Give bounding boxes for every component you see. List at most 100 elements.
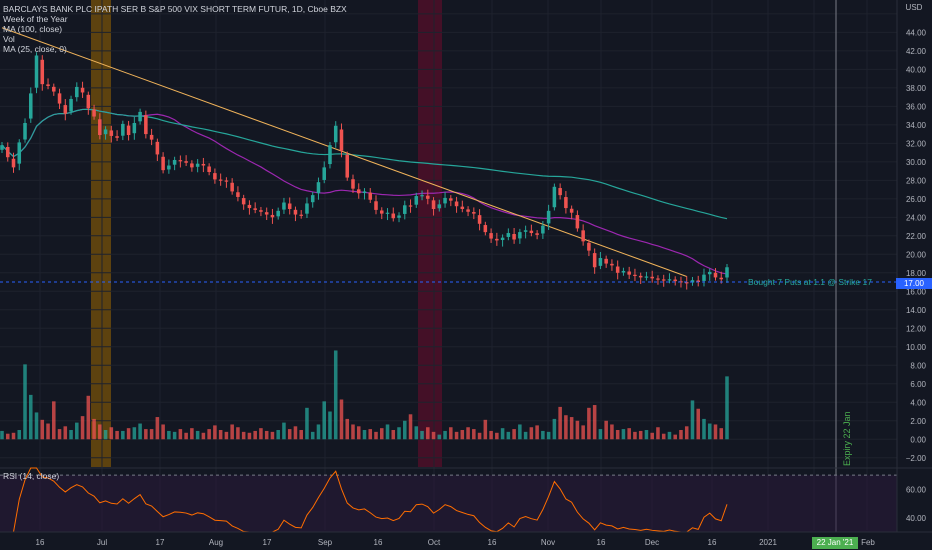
volume-bar [615, 430, 620, 440]
volume-bar [679, 430, 683, 440]
volume-bar [558, 406, 562, 440]
candle-body [483, 225, 488, 233]
volume-bar [17, 430, 22, 440]
legend-week-of-year[interactable]: Week of the Year [3, 14, 68, 24]
volume-bar [512, 429, 516, 440]
legend-ma100[interactable]: MA (100, close) [3, 24, 63, 34]
volume-bars [0, 350, 729, 440]
time-tick-label: Feb [861, 538, 875, 547]
legend-vol[interactable]: Vol [3, 34, 15, 44]
volume-bar [276, 430, 280, 440]
candle-body [172, 159, 177, 165]
volume-bar [638, 430, 643, 440]
price-tick-label: 22.00 [906, 232, 927, 241]
legend-title[interactable]: BARCLAYS BANK PLC IPATH SER B S&P 500 VI… [3, 4, 347, 14]
legend-ma25[interactable]: MA (25, close, 0) [3, 44, 67, 54]
candle-body [604, 258, 608, 264]
volume-bar [86, 395, 91, 440]
time-axis[interactable]: 16 Jul 17 Aug 17 Sep 16 Oct 16 Nov 16 Dec 16 2021 Feb [0, 531, 932, 547]
candle-body [564, 197, 568, 209]
candle-body [264, 212, 269, 215]
candle-body [46, 84, 50, 87]
volume-bar [230, 424, 234, 440]
candle-body [426, 195, 430, 199]
candle-body [75, 86, 79, 98]
candle-body [126, 125, 131, 136]
volume-bar [138, 423, 142, 440]
volume-bar [287, 429, 292, 440]
candles [0, 52, 729, 290]
volume-bar [391, 430, 396, 440]
candle-body [57, 93, 62, 104]
volume-bar [460, 430, 465, 440]
candle-body [725, 267, 729, 278]
candle-body [224, 180, 229, 182]
volume-bar [604, 420, 608, 440]
candle-body [379, 210, 384, 214]
volume-bar [443, 430, 447, 440]
volume-bar [552, 418, 557, 440]
trade-annotation: Bought 7 Puts at 1.1 @ Strike 17 [748, 277, 872, 287]
candle-body [443, 197, 447, 204]
trendline [1, 27, 687, 277]
candle-body [310, 195, 315, 203]
candle-body [121, 123, 125, 136]
volume-bar [696, 408, 700, 440]
candle-body [437, 204, 442, 209]
candle-body [322, 167, 326, 180]
volume-bar [167, 430, 171, 440]
volume-bar [684, 426, 689, 440]
price-tick-label: −2.00 [906, 454, 927, 463]
rsi-legend[interactable]: RSI (14, close) [3, 471, 60, 481]
candle-body [351, 179, 355, 189]
candle-body [213, 173, 217, 180]
price-axis[interactable]: USD 44.00 42.00 40.00 38.00 36.00 34.00 32.00 30… [896, 0, 927, 532]
volume-bar [466, 427, 470, 440]
rsi-tick-label: 60.00 [906, 485, 927, 494]
price-tick-label: 8.00 [910, 361, 926, 370]
trendline-segment [1, 27, 687, 277]
price-tick-label: 38.00 [906, 84, 927, 93]
volume-bar [259, 428, 263, 440]
time-tick-label: Nov [541, 538, 555, 547]
candle-body [661, 279, 666, 281]
expiry-label: Expiry 22 Jan [842, 411, 852, 466]
candle-body [587, 242, 591, 251]
volume-bar [339, 399, 344, 440]
candle-body [489, 233, 493, 239]
volume-bar [34, 412, 39, 440]
candle-body [477, 215, 482, 224]
candle-body [299, 214, 303, 216]
volume-bar [707, 423, 712, 440]
candle-body [431, 200, 436, 209]
price-badge: 17.00 [896, 278, 932, 289]
candle-body [454, 201, 459, 207]
chart-legend: BARCLAYS BANK PLC IPATH SER B S&P 500 VI… [3, 4, 347, 54]
candle-body [63, 105, 68, 114]
candle-body [356, 189, 361, 194]
candle-body [167, 165, 171, 170]
volume-bar [368, 429, 373, 440]
candle-body [368, 192, 373, 200]
candle-body [11, 158, 16, 168]
volume-bar [293, 426, 298, 440]
candle-body [696, 280, 700, 283]
candle-body [546, 210, 551, 224]
volume-bar [40, 419, 45, 440]
time-tick-label: 17 [156, 538, 165, 547]
volume-bar [690, 400, 695, 440]
volume-bar [535, 425, 539, 440]
volume-bar [541, 430, 545, 440]
candle-body [610, 263, 614, 266]
volume-bar [155, 417, 160, 440]
candle-body [414, 196, 419, 205]
volume-bar [75, 422, 79, 440]
candle-body [500, 237, 505, 241]
candle-body [276, 210, 280, 217]
grid [0, 0, 897, 530]
volume-bar [310, 431, 315, 440]
volume-bar [207, 429, 211, 440]
volume-bar [598, 429, 603, 440]
